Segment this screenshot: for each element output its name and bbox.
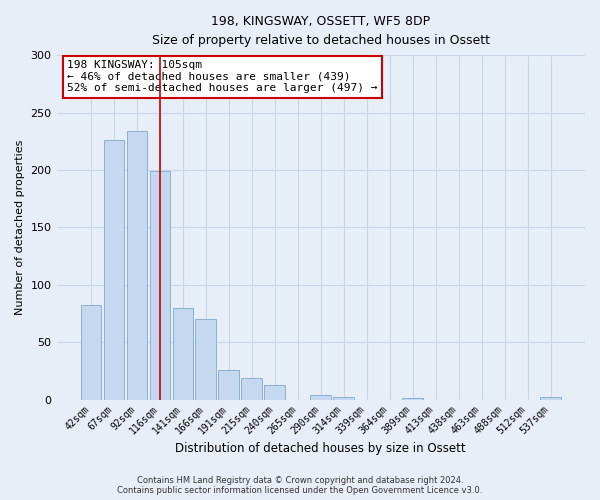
Bar — [196, 319, 216, 400]
Bar — [104, 140, 124, 400]
Bar — [403, 398, 423, 400]
X-axis label: Distribution of detached houses by size in Ossett: Distribution of detached houses by size … — [175, 442, 466, 455]
Bar — [218, 370, 239, 400]
Bar — [540, 398, 561, 400]
Text: Contains HM Land Registry data © Crown copyright and database right 2024.
Contai: Contains HM Land Registry data © Crown c… — [118, 476, 482, 495]
Bar — [310, 395, 331, 400]
Bar — [334, 398, 354, 400]
Bar — [241, 378, 262, 400]
Bar — [127, 131, 147, 400]
Bar — [173, 308, 193, 400]
Title: 198, KINGSWAY, OSSETT, WF5 8DP
Size of property relative to detached houses in O: 198, KINGSWAY, OSSETT, WF5 8DP Size of p… — [152, 15, 490, 47]
Text: 198 KINGSWAY: 105sqm
← 46% of detached houses are smaller (439)
52% of semi-deta: 198 KINGSWAY: 105sqm ← 46% of detached h… — [67, 60, 377, 94]
Bar — [80, 306, 101, 400]
Y-axis label: Number of detached properties: Number of detached properties — [15, 140, 25, 315]
Bar — [265, 384, 285, 400]
Bar — [149, 171, 170, 400]
